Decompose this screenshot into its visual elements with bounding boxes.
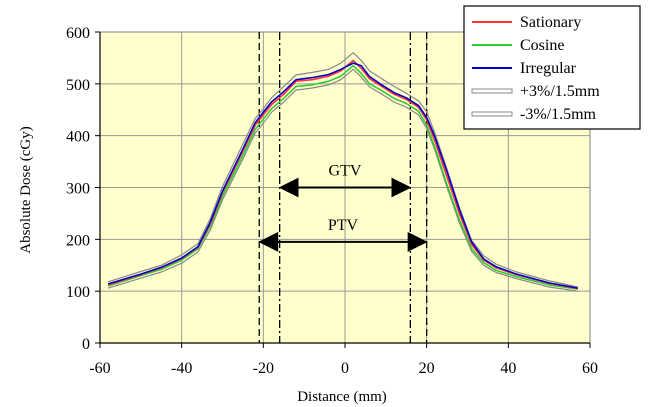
y-tick-label: 0 [82,336,90,353]
x-tick-label: 40 [500,360,516,377]
series-line [108,68,578,292]
annotation-label: PTV [328,217,359,234]
x-tick-label: 20 [419,360,435,377]
legend: Sationary Cosine Irregular +3%/1.5mm -3%/1.5… [463,5,641,130]
legend-label: -3%/1.5mm [520,106,597,123]
y-tick-label: 100 [66,284,90,301]
y-tick-label: 500 [66,77,90,94]
y-tick-label: 200 [66,232,90,249]
legend-swatch [471,88,513,94]
legend-label: Cosine [520,37,564,54]
y-tick-label: 400 [66,129,90,146]
series-line [107,64,578,290]
y-axis-label: Absolute Dose (cGy) [18,126,34,253]
legend-label: Irregular [520,60,577,77]
x-tick-label: -60 [89,360,110,377]
series-line [107,62,578,289]
series-lines [107,52,578,292]
x-axis-label: Distance (mm) [297,389,387,405]
x-tick-label: -40 [171,360,192,377]
legend-swatch [471,111,513,117]
annotation-label: GTV [329,163,362,180]
y-tick-label: 600 [66,25,90,42]
x-tick-label: 60 [582,360,598,377]
legend-label: +3%/1.5mm [520,83,600,100]
region-annotations: GTV PTV [258,32,428,343]
y-tick-label: 300 [66,181,90,198]
legend-label: Sationary [520,14,581,31]
x-tick-label: -20 [253,360,274,377]
x-tick-label: 0 [341,360,349,377]
